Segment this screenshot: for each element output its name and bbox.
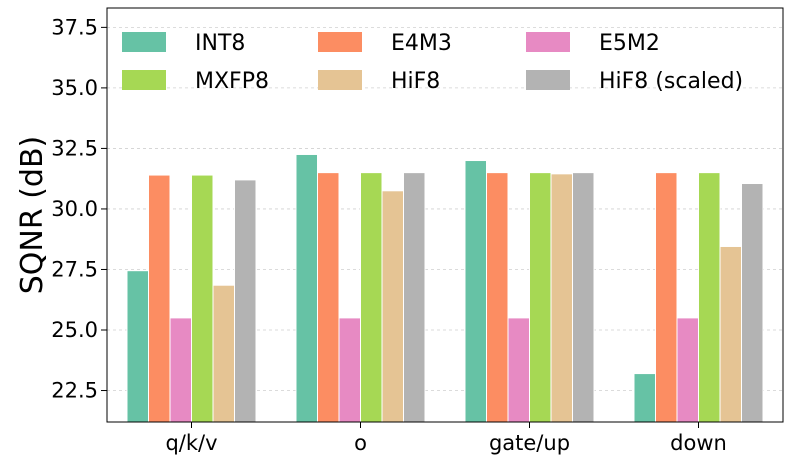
bar-hif8-q-k-v [212,284,235,423]
bar-e5m2-gate-up [507,317,530,423]
bar-e4m3-down [655,172,678,423]
x-axis-ticks: q/k/v o gate/up down [165,422,727,455]
bar-mxfp8-o [360,172,383,423]
y-tick-label: 25.0 [51,318,98,342]
bar-mxfp8-gate-up [529,172,552,423]
bar-hif8-scaled-o [403,172,426,423]
bar-hif8-scaled-q-k-v [234,179,257,423]
bar-hif8-scaled-down [741,183,764,423]
bar-e5m2-down [676,317,699,423]
bar-int8-gate-up [464,160,487,423]
bars [126,153,764,423]
bar-hif8-scaled-gate-up [572,172,595,423]
legend-swatch [318,32,362,52]
legend-swatch [526,70,570,90]
y-axis-label: SQNR (dB) [15,136,50,295]
legend-swatch [122,32,166,52]
bar-int8-down [633,373,656,423]
legend-label: MXFP8 [195,69,269,94]
x-tick-label: down [670,431,727,455]
y-tick-label: 37.5 [51,15,98,39]
y-tick-label: 30.0 [51,197,98,221]
bar-mxfp8-q-k-v [191,174,214,423]
bar-hif8-down [719,245,742,423]
legend-swatch [526,32,570,52]
bar-e5m2-q-k-v [169,317,192,423]
legend-label: E4M3 [391,31,452,56]
x-tick-label: q/k/v [165,431,217,455]
y-tick-label: 22.5 [51,379,98,403]
gridlines [107,26,783,391]
y-tick-label: 32.5 [51,136,98,160]
legend-label: E5M2 [599,31,660,56]
y-tick-label: 35.0 [51,76,98,100]
bar-mxfp8-down [698,172,721,423]
bar-e4m3-o [317,172,340,423]
bar-hif8-gate-up [550,173,573,423]
bar-int8-q-k-v [126,270,149,423]
plot-frame [106,7,784,423]
bar-hif8-o [381,190,404,423]
legend: INT8 E4M3 E5M2 MXFP8 HiF8 HiF8 (scaled) [122,31,743,94]
bar-e4m3-q-k-v [148,174,171,423]
bar-e5m2-o [338,317,361,423]
bar-e4m3-gate-up [486,172,509,423]
legend-label: HiF8 (scaled) [599,69,743,94]
x-tick-label: o [354,431,367,455]
legend-label: INT8 [195,31,245,56]
y-axis-ticks: 22.5 25.0 27.5 30.0 32.5 35.0 37.5 [51,15,107,403]
y-tick-label: 27.5 [51,257,98,281]
legend-label: HiF8 [391,69,440,94]
x-tick-label: gate/up [489,431,570,455]
legend-swatch [122,70,166,90]
legend-swatch [318,70,362,90]
bar-int8-o [295,153,318,423]
